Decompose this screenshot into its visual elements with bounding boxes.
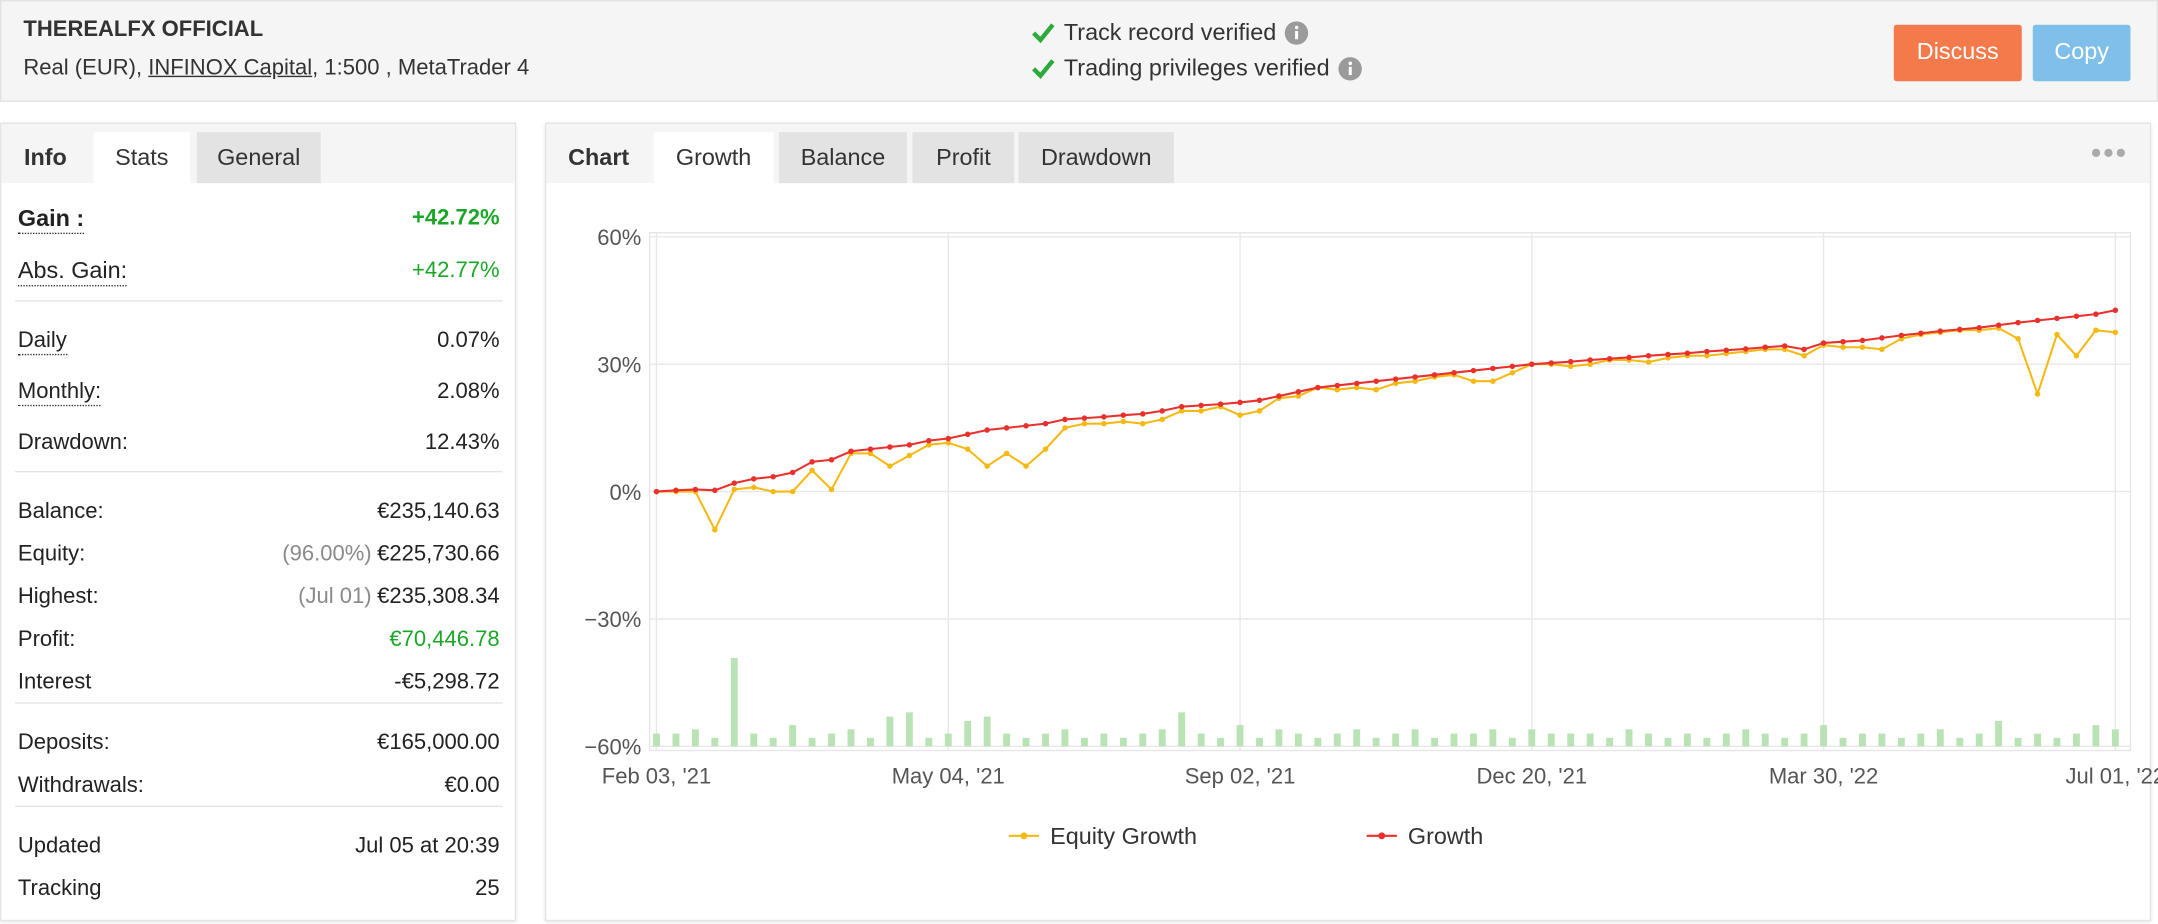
stat-row: Withdrawals: €0.00 xyxy=(18,770,500,803)
system-title: THEREALFX OFFICIAL xyxy=(23,17,264,42)
info-icon[interactable] xyxy=(1338,56,1363,81)
stat-value: 25 xyxy=(475,877,500,901)
stat-label: Abs. Gain: xyxy=(17,257,128,286)
stat-label: Deposits: xyxy=(17,731,110,755)
tab[interactable]: Balance xyxy=(778,132,907,184)
stat-value-group: (Jul 01) €235,308.34 xyxy=(298,585,499,610)
stat-value: €70,446.78 xyxy=(389,627,500,652)
stat-note: (96.00%) xyxy=(282,542,372,566)
account-info: Real (EUR), INFINOX Capital, 1:500 , Met… xyxy=(23,56,529,81)
verification-text: Trading privileges verified xyxy=(1063,55,1330,82)
stat-value: +42.77% xyxy=(412,258,500,283)
tab-bar: Chart Growth Balance Profit Drawdown xyxy=(546,123,2150,184)
tab[interactable]: Growth xyxy=(653,132,774,184)
stat-label: Updated xyxy=(17,834,102,858)
stats-panel: Info Stats General Gain : +42.72% Abs. Gai… xyxy=(0,122,517,922)
stat-row: Daily 0.07% xyxy=(17,325,500,358)
stat-label: Drawdown: xyxy=(17,431,129,455)
stat-value: 12.43% xyxy=(424,431,500,455)
header: THEREALFX OFFICIAL Real (EUR), INFINOX C… xyxy=(0,0,2158,102)
separator xyxy=(15,470,503,473)
stat-value-group: 25 xyxy=(475,877,499,902)
stat-value: €0.00 xyxy=(444,773,500,798)
stat-value-group: €70,446.78 xyxy=(389,628,499,653)
tab: Chart xyxy=(568,144,630,171)
stat-value-group: (96.00%) €225,730.66 xyxy=(282,543,499,568)
stat-value-group: Jul 05 at 20:39 xyxy=(355,834,499,859)
tab[interactable]: Info xyxy=(23,144,67,171)
separator xyxy=(15,702,503,704)
check-icon xyxy=(1032,23,1055,44)
stat-value-group: +42.72% xyxy=(412,207,500,232)
stat-row: Deposits: €165,000.00 xyxy=(18,727,500,760)
stat-label: Monthly: xyxy=(17,379,102,406)
stat-label: Balance: xyxy=(17,499,104,524)
stat-value: 0.07% xyxy=(437,329,500,353)
stat-value: +42.72% xyxy=(412,206,500,230)
stat-value: -€5,298.72 xyxy=(394,670,500,695)
discuss-button[interactable]: Discuss xyxy=(1893,24,2022,82)
stat-value: €165,000.00 xyxy=(377,731,500,755)
chart-panel: Chart Growth Balance Profit Drawdown xyxy=(545,122,2152,922)
stat-value-group: €0.00 xyxy=(444,774,499,799)
stat-value-group: 0.07% xyxy=(437,329,499,354)
broker-link[interactable]: INFINOX Capital xyxy=(148,56,313,80)
check-icon xyxy=(1032,59,1055,80)
tab[interactable]: General xyxy=(196,132,321,184)
stat-row: Drawdown: 12.43% xyxy=(18,427,500,460)
verification: Trading privileges verified xyxy=(1031,55,1363,83)
stat-row: Equity: (96.00%) €225,730.66 xyxy=(18,538,500,571)
stat-label: Highest: xyxy=(17,585,99,609)
stat-row: Highest: (Jul 01) €235,308.34 xyxy=(18,581,500,614)
stat-value-group: €235,140.63 xyxy=(377,500,499,525)
info-icon[interactable] xyxy=(1284,21,1309,46)
stat-label: Tracking xyxy=(17,877,102,901)
stat-value: €235,140.63 xyxy=(377,499,500,524)
stat-label: Gain : xyxy=(17,204,85,234)
verification-text: Track record verified xyxy=(1063,19,1277,46)
account-type: Real (EUR), xyxy=(23,56,143,80)
stat-value-group: +42.77% xyxy=(412,259,500,284)
stat-row: Abs. Gain: +42.77% xyxy=(17,255,500,288)
stat-label: Interest xyxy=(17,670,92,695)
tab[interactable]: Drawdown xyxy=(1018,132,1174,184)
stat-note: (Jul 01) xyxy=(298,585,372,609)
stat-row: Interest -€5,298.72 xyxy=(18,666,500,699)
stat-value-group: €165,000.00 xyxy=(377,731,499,756)
stat-value: 2.08% xyxy=(437,380,500,404)
menu-icon[interactable] xyxy=(2091,146,2127,160)
stat-value-group: -€5,298.72 xyxy=(394,671,499,696)
stat-row: Balance: €235,140.63 xyxy=(18,496,500,529)
verification: Track record verified xyxy=(1031,19,1309,47)
stat-value: €235,308.34 xyxy=(377,585,500,609)
stat-row: Profit: €70,446.78 xyxy=(18,624,500,657)
stat-value-group: 2.08% xyxy=(437,380,499,405)
stat-value-group: 12.43% xyxy=(425,431,500,456)
tab[interactable]: Profit xyxy=(912,132,1015,184)
stat-value: €225,730.66 xyxy=(377,542,500,566)
tab[interactable]: Stats xyxy=(93,132,190,184)
account-details: , 1:500 , MetaTrader 4 xyxy=(312,56,530,80)
separator xyxy=(15,300,503,302)
stat-row: Updated Jul 05 at 20:39 xyxy=(18,830,500,863)
separator xyxy=(15,805,503,807)
stat-label: Daily xyxy=(17,328,67,355)
copy-button[interactable]: Copy xyxy=(2032,24,2131,82)
tab-bar: Info Stats General xyxy=(1,123,515,184)
stat-value: Jul 05 at 20:39 xyxy=(355,834,500,858)
stat-label: Profit: xyxy=(17,627,76,652)
stat-row: Monthly: 2.08% xyxy=(17,376,500,409)
stat-row: Gain : +42.72% xyxy=(17,202,500,235)
stat-row: Tracking 25 xyxy=(18,873,500,906)
stat-label: Equity: xyxy=(17,542,86,566)
stat-label: Withdrawals: xyxy=(17,773,144,798)
